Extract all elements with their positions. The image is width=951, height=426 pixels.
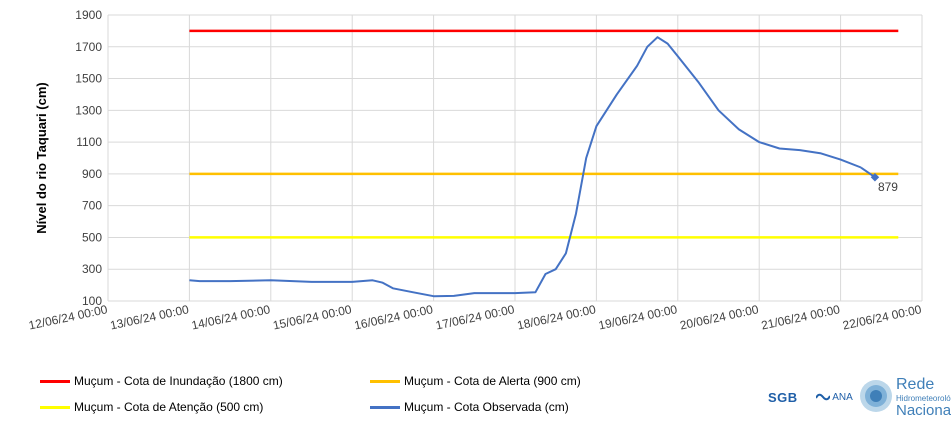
legend-item-inundacao: Muçum - Cota de Inundação (1800 cm) [40,374,283,388]
ana-wave-icon [815,394,831,401]
grid [107,14,923,302]
legend: Muçum - Cota de Inundação (1800 cm) Muçu… [40,372,640,422]
legend-item-observada: Muçum - Cota Observada (cm) [370,400,569,414]
rede-globe-icon [860,380,892,412]
y-tick-label: 700 [82,199,102,213]
y-tick-label: 1700 [75,40,102,54]
y-axis-label: Nível do rio Taquari (cm) [34,82,49,233]
legend-swatch-inundacao [40,379,70,383]
y-tick-label: 1300 [75,103,102,117]
y-tick-label: 1500 [75,72,102,86]
legend-item-alerta: Muçum - Cota de Alerta (900 cm) [370,374,581,388]
y-tick-label: 1100 [76,135,102,149]
x-tick-label: 21/06/24 00:00 [760,302,842,332]
series-line-3 [189,36,862,298]
x-tick-label: 15/06/24 00:00 [272,302,354,332]
rede-subtitle: Hidrometeorológica [896,394,951,403]
ana-logo-text: ANA [832,392,853,403]
y-tick-label: 1900 [75,8,102,22]
x-tick-label: 20/06/24 00:00 [679,302,761,332]
x-tick-label: 19/06/24 00:00 [597,302,679,332]
legend-swatch-alerta [370,379,400,383]
legend-label-atencao: Muçum - Cota de Atenção (500 cm) [74,400,264,414]
x-tick-label: 22/06/24 00:00 [841,302,923,332]
y-tick-label: 300 [82,262,102,276]
legend-swatch-observada [370,405,400,409]
legend-swatch-atencao [40,405,70,409]
ana-logo: ANA [815,392,853,403]
y-axis-ticks: 100 300 500 700 900 1100 1300 1500 1700 1900 [75,8,102,308]
legend-label-alerta: Muçum - Cota de Alerta (900 cm) [404,374,581,388]
chart-area: 100 300 500 700 900 1100 1300 1500 1700 1900 12/0… [27,8,923,333]
x-tick-label: 16/06/24 00:00 [353,302,435,332]
rede-name: Nacional [896,402,951,419]
x-tick-label: 18/06/24 00:00 [516,302,598,332]
y-tick-label: 900 [82,167,102,181]
series-lines: 879 [189,29,899,298]
legend-label-inundacao: Muçum - Cota de Inundação (1800 cm) [74,374,283,388]
x-tick-label: 12/06/24 00:00 [27,302,109,332]
x-tick-label: 17/06/24 00:00 [434,302,516,332]
x-axis-ticks: 12/06/24 00:00 13/06/24 00:00 14/06/24 00:… [27,302,923,332]
rede-logo: Rede Hidrometeorológica Nacional [858,376,951,421]
y-tick-label: 500 [82,230,102,244]
rede-title: Rede [896,376,935,393]
legend-item-atencao: Muçum - Cota de Atenção (500 cm) [40,400,263,414]
x-tick-label: 13/06/24 00:00 [109,302,191,332]
last-point-label: 879 [878,180,898,194]
x-tick-label: 14/06/24 00:00 [190,302,272,332]
sgb-logo: SGB [768,390,798,405]
logos: SGB ANA Rede Hidrometeorológica Nacional [768,372,951,424]
y-tick-label: 100 [82,294,102,308]
legend-label-observada: Muçum - Cota Observada (cm) [404,400,569,414]
